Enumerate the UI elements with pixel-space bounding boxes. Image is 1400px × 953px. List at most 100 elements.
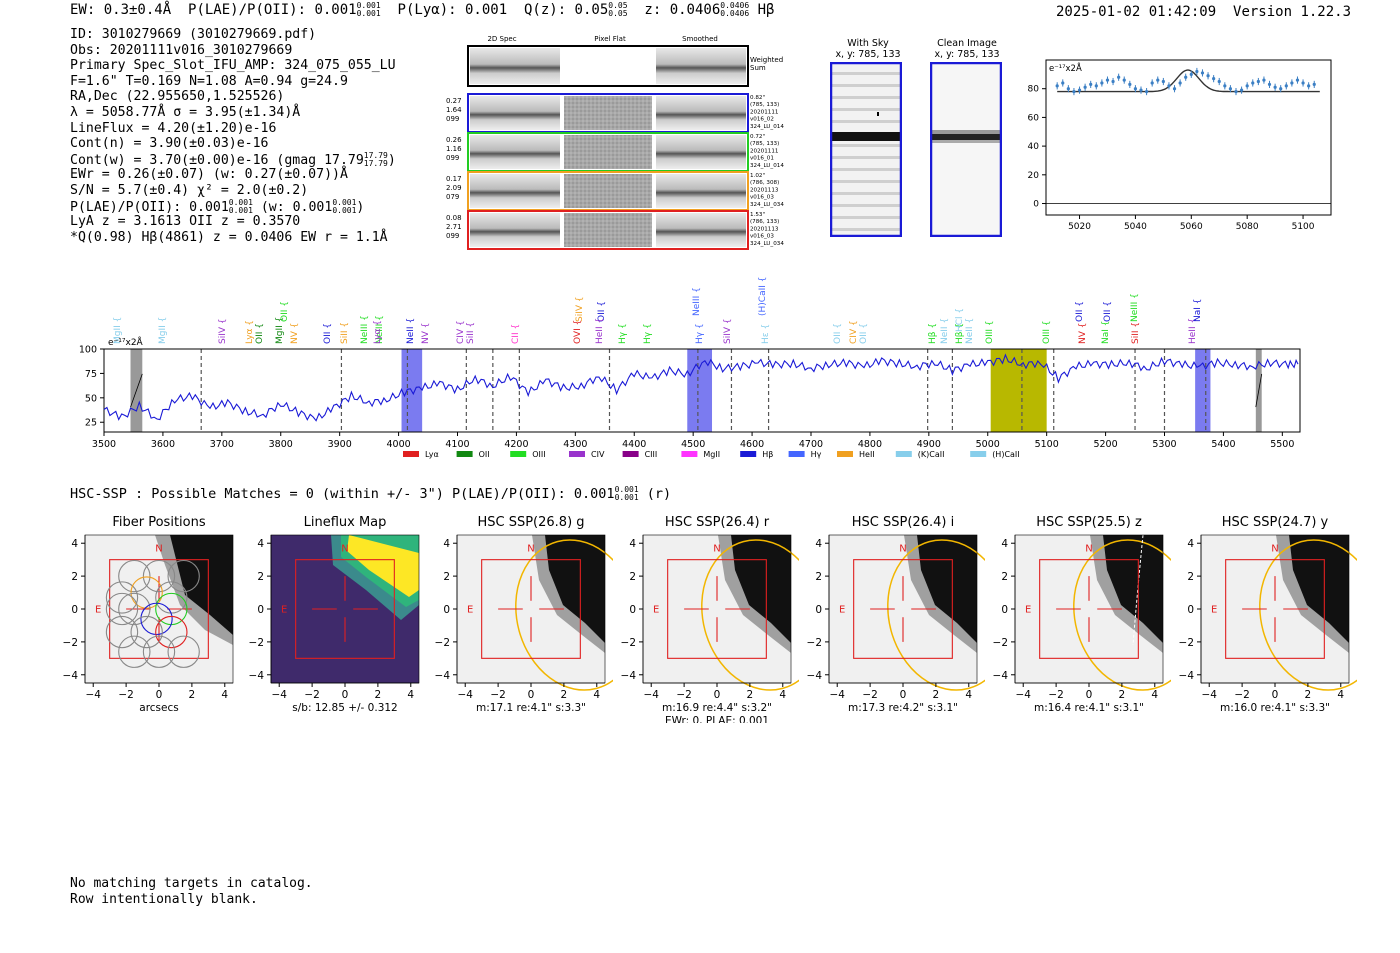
hsc-x-tick: −4 xyxy=(457,689,473,701)
hsc-y-tick: −4 xyxy=(1179,670,1195,682)
hsc-y-tick: −2 xyxy=(621,637,636,649)
zoom-data-point xyxy=(1223,84,1227,88)
info-line: Cont(n) = 3.90(±0.03)e-16 xyxy=(70,136,269,152)
zoom-data-point xyxy=(1228,87,1233,91)
spectrum-x-tick: 4800 xyxy=(858,439,882,450)
hsc-panel: Lineflux Map N E −4 −4 −2 −2 0 0 2 2 4 4 s/b: 12.85 +… xyxy=(241,508,427,727)
spectral-line-label: CIV { xyxy=(456,320,466,344)
zoom-data-point xyxy=(1117,75,1121,79)
zoom-y-tick: 40 xyxy=(1028,142,1040,152)
hsc-y-tick: 4 xyxy=(71,538,78,550)
hsc-x-tick: 2 xyxy=(375,689,382,701)
spectral-line-label: OII { xyxy=(597,301,607,322)
cutout-row-meta: v016_03 xyxy=(750,195,774,201)
zoom-data-point xyxy=(1105,78,1110,82)
zoom-data-point xyxy=(1111,79,1115,84)
zoom-data-point xyxy=(1206,74,1210,78)
zoom-data-point xyxy=(1055,84,1059,88)
cutout-row-meta: 1.02" xyxy=(750,173,765,179)
hsc-panel-caption: m:16.0 re:4.1" s:3.3" xyxy=(1220,702,1330,714)
hsc-y-tick: 2 xyxy=(71,571,78,583)
cutout-row-meta: 20201113 xyxy=(750,187,779,193)
info-plae: P(LAE)/P(OII): 0.001 0.001 0.001 (w: 0.001… xyxy=(70,197,365,215)
zoom-data-point xyxy=(1144,89,1149,94)
zoom-data-point xyxy=(1195,69,1199,74)
hsc-y-tick: −4 xyxy=(63,670,79,682)
cutout-row-stat: 079 xyxy=(446,193,459,201)
hsc-y-tick: 0 xyxy=(1001,604,1008,616)
svg-text:OIII {: OIII { xyxy=(1042,320,1052,344)
header-plae: P(LAE)/P(OII): 0.001 xyxy=(188,2,357,18)
zoom-x-tick: 5040 xyxy=(1124,222,1147,232)
spectrum-x-tick: 4100 xyxy=(445,439,469,450)
info-line: RA,Dec (22.955650,1.525526) xyxy=(70,89,285,105)
info-sn: S/N = 5.7(±0.4) χ² = 2.0(±0.2) xyxy=(70,182,309,198)
hsc-x-tick: 0 xyxy=(156,689,163,701)
hsc-x-tick: 4 xyxy=(965,689,972,701)
hsc-y-tick: −2 xyxy=(993,637,1008,649)
aperture-box xyxy=(109,559,209,659)
spectral-line-label: SiII { xyxy=(340,322,350,344)
info-line: ID: 3010279669 (3010279669.pdf) xyxy=(70,27,317,42)
hsc-x-tick: 0 xyxy=(714,689,721,701)
spectral-line-label: OII { xyxy=(833,323,843,344)
legend-entry: MgII xyxy=(681,450,720,459)
zoom-data-point xyxy=(1184,75,1188,79)
full-spectrum-chart: e⁻¹⁷x2Å 3500 3600 3700 3800 3900 4000 4100 4200… xyxy=(79,336,1301,459)
spectral-line-label: Hγ { xyxy=(695,323,705,344)
zoom-data-point xyxy=(1189,72,1193,76)
zoom-data-point xyxy=(1307,84,1311,88)
hsc-title: HSC-SSP : Possible Matches = 0 (within +… xyxy=(70,485,672,503)
cutout-row-meta: (785, 133) xyxy=(750,102,779,108)
svg-text:HCl {: HCl { xyxy=(955,308,965,332)
spectral-line-label: Hβ { xyxy=(928,323,938,344)
hsc-y-tick: 4 xyxy=(1187,538,1194,550)
spectral-line-label: NeIII { xyxy=(375,315,385,344)
svg-text:OII {: OII { xyxy=(833,323,843,344)
weighted-smoothed xyxy=(656,48,746,84)
zoom-data-point xyxy=(1077,88,1082,92)
spectral-line-label: SiIV { xyxy=(723,318,733,344)
north-marker: N xyxy=(527,543,534,554)
cutout-2d xyxy=(470,135,560,169)
spectral-line-label: OII { xyxy=(255,323,265,344)
svg-text:OVI {: OVI { xyxy=(573,320,583,344)
zoom-data-point xyxy=(1234,89,1238,94)
zoom-data-point xyxy=(1212,77,1216,81)
east-marker: E xyxy=(839,605,845,616)
info-q: *Q(0.98) Hβ(4861) z = 0.0406 EW r = 1.1Å xyxy=(70,229,388,245)
header-summary: EW: 0.3±0.4Å P(LAE)/P(OII): 0.001 0.001 0.… xyxy=(70,1,775,19)
zoom-data-point xyxy=(1290,81,1294,85)
cutout-row-meta: (786, 133) xyxy=(750,219,779,225)
svg-text:OIII {: OIII { xyxy=(985,320,995,344)
fiber-circle xyxy=(130,615,163,649)
zoom-data-point xyxy=(1089,82,1093,86)
zoom-data-point xyxy=(1172,87,1177,91)
hsc-panel-caption: m:16.9 re:4.4" s:3.2" xyxy=(662,702,772,714)
zoom-x-tick: 5020 xyxy=(1068,222,1091,232)
hsc-x-tick: −4 xyxy=(1015,689,1031,701)
footer-line-1: No matching targets in catalog. xyxy=(70,876,313,891)
spectral-line-label: NV { xyxy=(421,323,431,344)
aperture-box xyxy=(295,559,395,659)
hsc-panel-title: HSC SSP(26.4) r xyxy=(665,515,770,530)
weighted-label: Weighted xyxy=(750,56,783,64)
header-plya: P(Lyα): 0.001 xyxy=(397,2,508,18)
legend-entry: Hβ xyxy=(740,450,773,459)
legend-entry: CIII xyxy=(622,450,657,459)
hsc-y-tick: 2 xyxy=(815,571,822,583)
hsc-y-tick: −4 xyxy=(807,670,823,682)
svg-text:CIV {: CIV { xyxy=(849,320,859,344)
header-timestamp-block: 2025-01-02 01:42:09 Version 1.22.3 xyxy=(1056,4,1351,20)
detection-info: ID: 3010279669 (3010279669.pdf) Obs: 202… xyxy=(70,27,396,245)
hsc-y-tick: 4 xyxy=(443,538,450,550)
svg-text:Hγ: Hγ xyxy=(811,450,822,459)
cutout-row-meta: 0.82" xyxy=(750,95,765,101)
spectrum-x-tick: 4600 xyxy=(740,439,764,450)
spectrum-x-tick: 4300 xyxy=(563,439,587,450)
spectrum-scale-label: e⁻¹⁷x2Å xyxy=(108,336,144,348)
aperture-box xyxy=(1039,559,1139,659)
legend-entry: OII xyxy=(456,450,490,459)
svg-text:OII {: OII { xyxy=(1075,301,1085,322)
spectrum-x-tick: 5200 xyxy=(1093,439,1117,450)
